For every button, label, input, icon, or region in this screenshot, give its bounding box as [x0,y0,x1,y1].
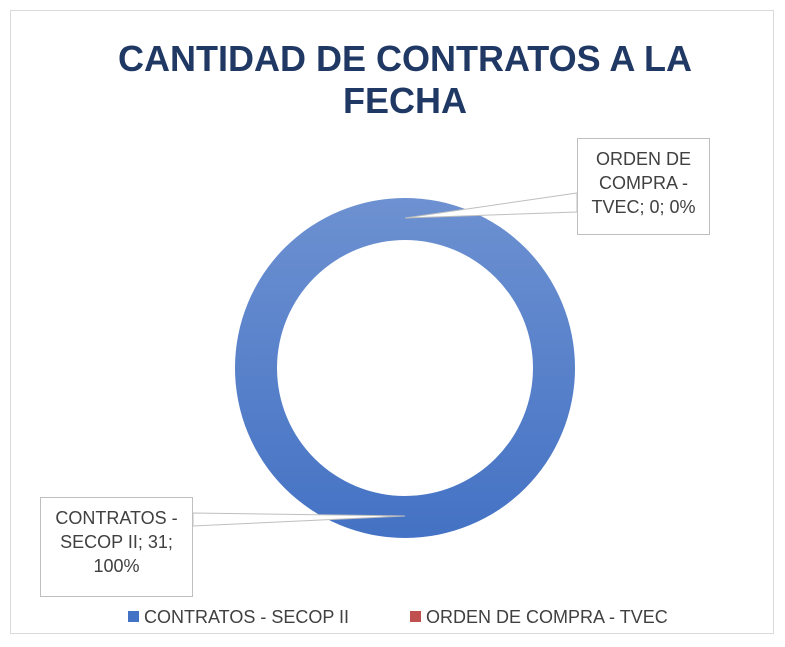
legend-label: CONTRATOS - SECOP II [144,607,350,627]
legend-swatch [410,611,421,622]
data-label: ORDEN DE COMPRA - TVEC; 0; 0% [577,138,710,235]
chart-title: CANTIDAD DE CONTRATOS A LA FECHA [118,38,692,121]
data-label: CONTRATOS - SECOP II; 31; 100% [40,497,193,597]
legend-item: CONTRATOS - SECOP II [128,607,349,628]
leader-line [192,512,406,527]
chart-frame [10,10,774,634]
legend-label: ORDEN DE COMPRA - TVEC [426,607,668,627]
legend-item: ORDEN DE COMPRA - TVEC [410,607,668,628]
legend-swatch [128,611,139,622]
donut-slice [235,198,575,538]
